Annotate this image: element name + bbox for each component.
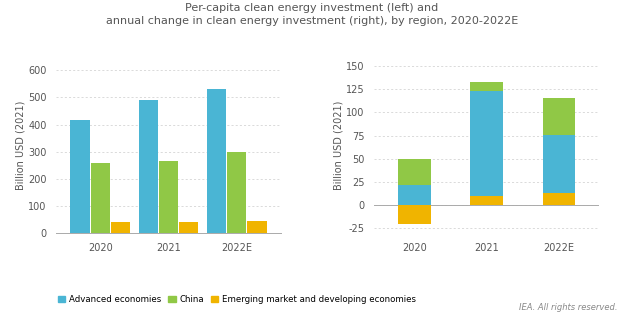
Bar bbox=[179, 222, 198, 233]
Bar bbox=[111, 222, 130, 233]
Legend: Advanced economies, China, Emerging market and developing economies: Advanced economies, China, Emerging mark… bbox=[54, 292, 419, 307]
Bar bbox=[470, 196, 503, 205]
Bar bbox=[207, 89, 226, 233]
Bar bbox=[248, 221, 266, 233]
Bar bbox=[139, 100, 158, 233]
Bar bbox=[91, 163, 110, 233]
Bar bbox=[543, 98, 575, 135]
Bar bbox=[398, 159, 431, 185]
Text: IEA. All rights reserved.: IEA. All rights reserved. bbox=[519, 303, 618, 312]
Text: Per-capita clean energy investment (left) and
annual change in clean energy inve: Per-capita clean energy investment (left… bbox=[106, 3, 518, 26]
Bar bbox=[543, 135, 575, 193]
Y-axis label: Billion USD (2021): Billion USD (2021) bbox=[15, 100, 25, 190]
Bar bbox=[227, 152, 246, 233]
Bar bbox=[159, 161, 178, 233]
Bar bbox=[470, 82, 503, 91]
Bar bbox=[71, 120, 89, 233]
Bar bbox=[398, 185, 431, 205]
Bar bbox=[543, 193, 575, 205]
Bar bbox=[398, 205, 431, 224]
Bar bbox=[470, 91, 503, 196]
Y-axis label: Billion USD (2021): Billion USD (2021) bbox=[333, 100, 343, 190]
